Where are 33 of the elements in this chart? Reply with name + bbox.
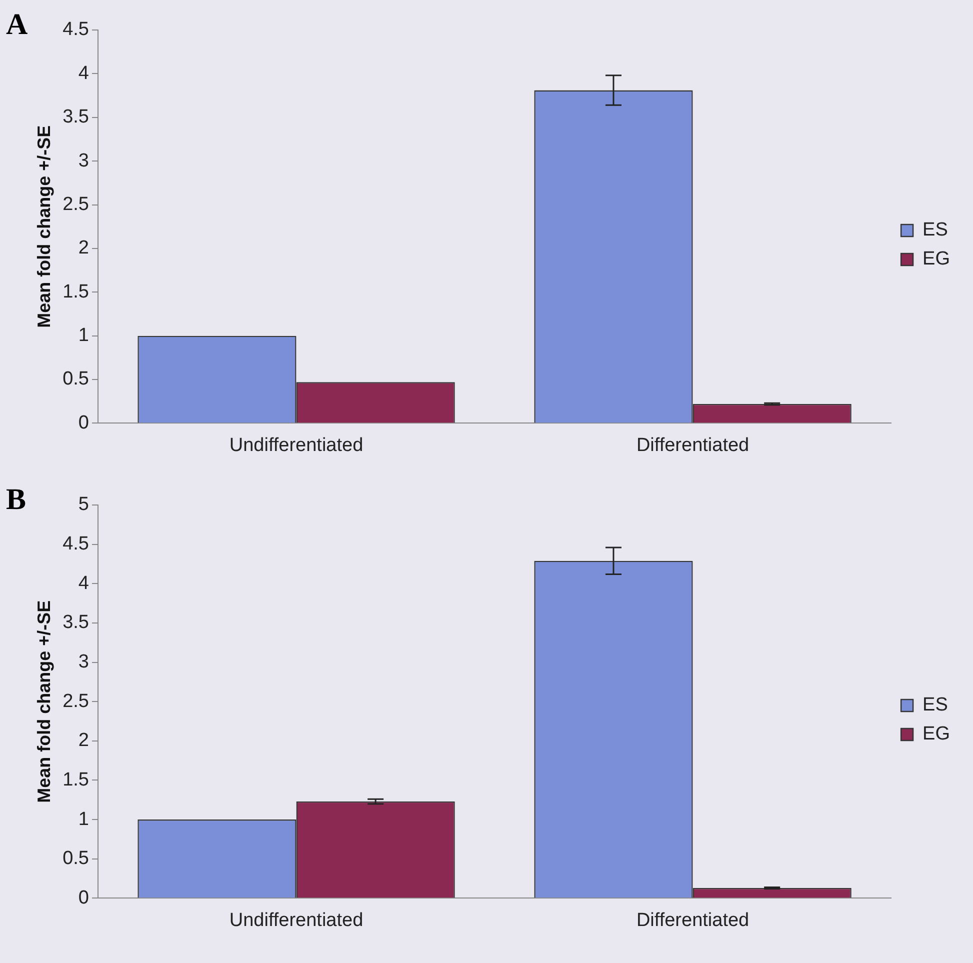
y-tick-label: 2 bbox=[78, 730, 90, 752]
y-tick-label: 4.5 bbox=[62, 534, 90, 555]
y-tick-label: 3 bbox=[78, 652, 90, 673]
chart-title: A bbox=[6, 8, 28, 42]
y-axis-title: Mean fold change +/-SE bbox=[34, 600, 54, 803]
x-tick-label: Differentiated bbox=[636, 910, 750, 931]
y-tick-label: 2 bbox=[78, 238, 90, 259]
y-tick-label: 3.5 bbox=[62, 106, 90, 128]
x-tick-label: Undifferentiated bbox=[229, 434, 364, 456]
y-tick-label: 2.5 bbox=[62, 194, 90, 215]
chart-title: B bbox=[6, 483, 26, 517]
y-tick-label: 4 bbox=[78, 572, 90, 594]
y-tick-label: 5 bbox=[78, 494, 90, 516]
legend-label: ES bbox=[922, 694, 948, 716]
y-tick-label: 1.5 bbox=[62, 281, 90, 302]
y-tick-label: 0.5 bbox=[62, 848, 90, 870]
y-tick-label: 4 bbox=[78, 62, 90, 84]
legend-label: EG bbox=[922, 724, 950, 745]
y-tick-label: 0 bbox=[78, 887, 90, 908]
y-tick-label: 1.5 bbox=[62, 769, 90, 790]
y-axis-title: Mean fold change +/-SE bbox=[34, 125, 54, 328]
y-tick-label: 0.5 bbox=[62, 368, 90, 390]
y-tick-label: 1 bbox=[78, 325, 90, 346]
legend-label: ES bbox=[922, 220, 948, 241]
x-tick-label: Differentiated bbox=[636, 434, 750, 456]
y-tick-label: 2.5 bbox=[62, 690, 90, 712]
y-tick-label: 1 bbox=[78, 808, 90, 830]
legend-label: EG bbox=[922, 248, 950, 270]
y-tick-label: 3 bbox=[78, 150, 90, 172]
y-tick-label: 0 bbox=[78, 412, 90, 434]
x-tick-label: Undifferentiated bbox=[229, 910, 364, 931]
y-tick-label: 3.5 bbox=[62, 612, 90, 634]
y-tick-label: 4.5 bbox=[62, 19, 90, 40]
